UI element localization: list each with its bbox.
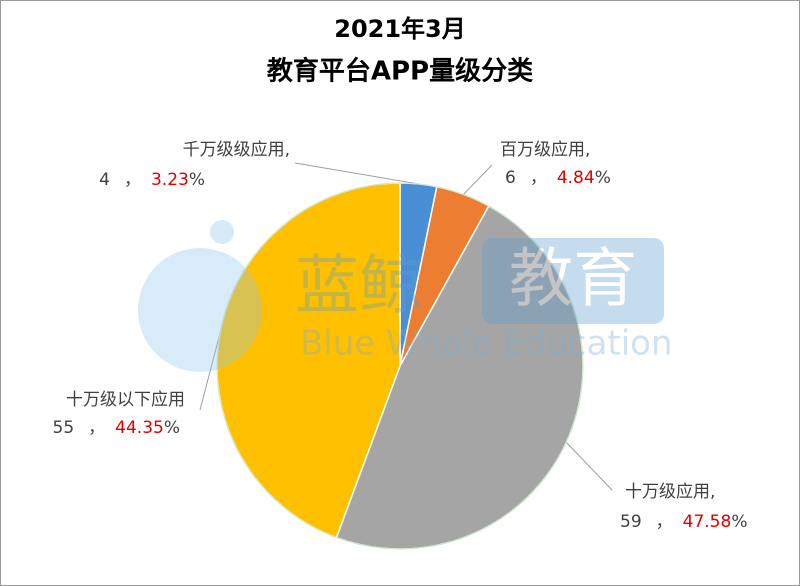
- separator: ，: [88, 418, 105, 438]
- leader-line: [294, 162, 419, 185]
- slice-label: 百万级应用,: [500, 140, 590, 160]
- slice-value: 55: [53, 418, 75, 438]
- slice-value: 6: [505, 168, 516, 188]
- separator: ，: [656, 512, 673, 532]
- slice-value-label: 6 ， 4.84%: [505, 168, 611, 188]
- slice-value-label: 4 ， 3.23%: [99, 170, 205, 190]
- slice-percent: 47.58: [683, 512, 732, 532]
- watermark-text: Blue Whale Education: [300, 324, 673, 364]
- slice-percent: 44.35: [115, 418, 164, 438]
- slice-value-label: 59 ， 47.58%: [620, 512, 747, 532]
- slice-label: 千万级级应用,: [183, 140, 290, 160]
- slice-label: 十万级以下应用: [66, 390, 185, 410]
- chart-subtitle: 教育平台APP量级分类: [267, 56, 533, 87]
- watermark-logo: [138, 248, 262, 372]
- pie: [199, 162, 613, 550]
- slice-label: 十万级应用,: [625, 482, 715, 502]
- pie-outline: [216, 182, 584, 550]
- percent-unit: %: [189, 170, 205, 190]
- separator: ，: [530, 168, 547, 188]
- watermark-badge: [482, 238, 664, 324]
- percent-unit: %: [164, 418, 180, 438]
- slice-value-label: 55 ， 44.35%: [53, 418, 180, 438]
- watermark-logo: [210, 220, 234, 244]
- leader-line: [199, 333, 221, 411]
- slice-value: 59: [620, 512, 642, 532]
- separator: ，: [124, 170, 141, 190]
- slice-percent: 4.84: [557, 168, 595, 188]
- leader-line: [463, 164, 493, 195]
- chart-title: 2021年3月: [334, 15, 466, 43]
- watermark: 蓝鲸 教育 Blue Whale Education: [138, 220, 673, 372]
- slice-value: 4: [99, 170, 110, 190]
- percent-unit: %: [595, 168, 611, 188]
- watermark-text: 蓝鲸: [295, 250, 423, 324]
- leader-line: [565, 442, 613, 491]
- slice-percent: 3.23: [151, 170, 189, 190]
- percent-unit: %: [731, 512, 747, 532]
- watermark-text: 教育: [509, 243, 637, 317]
